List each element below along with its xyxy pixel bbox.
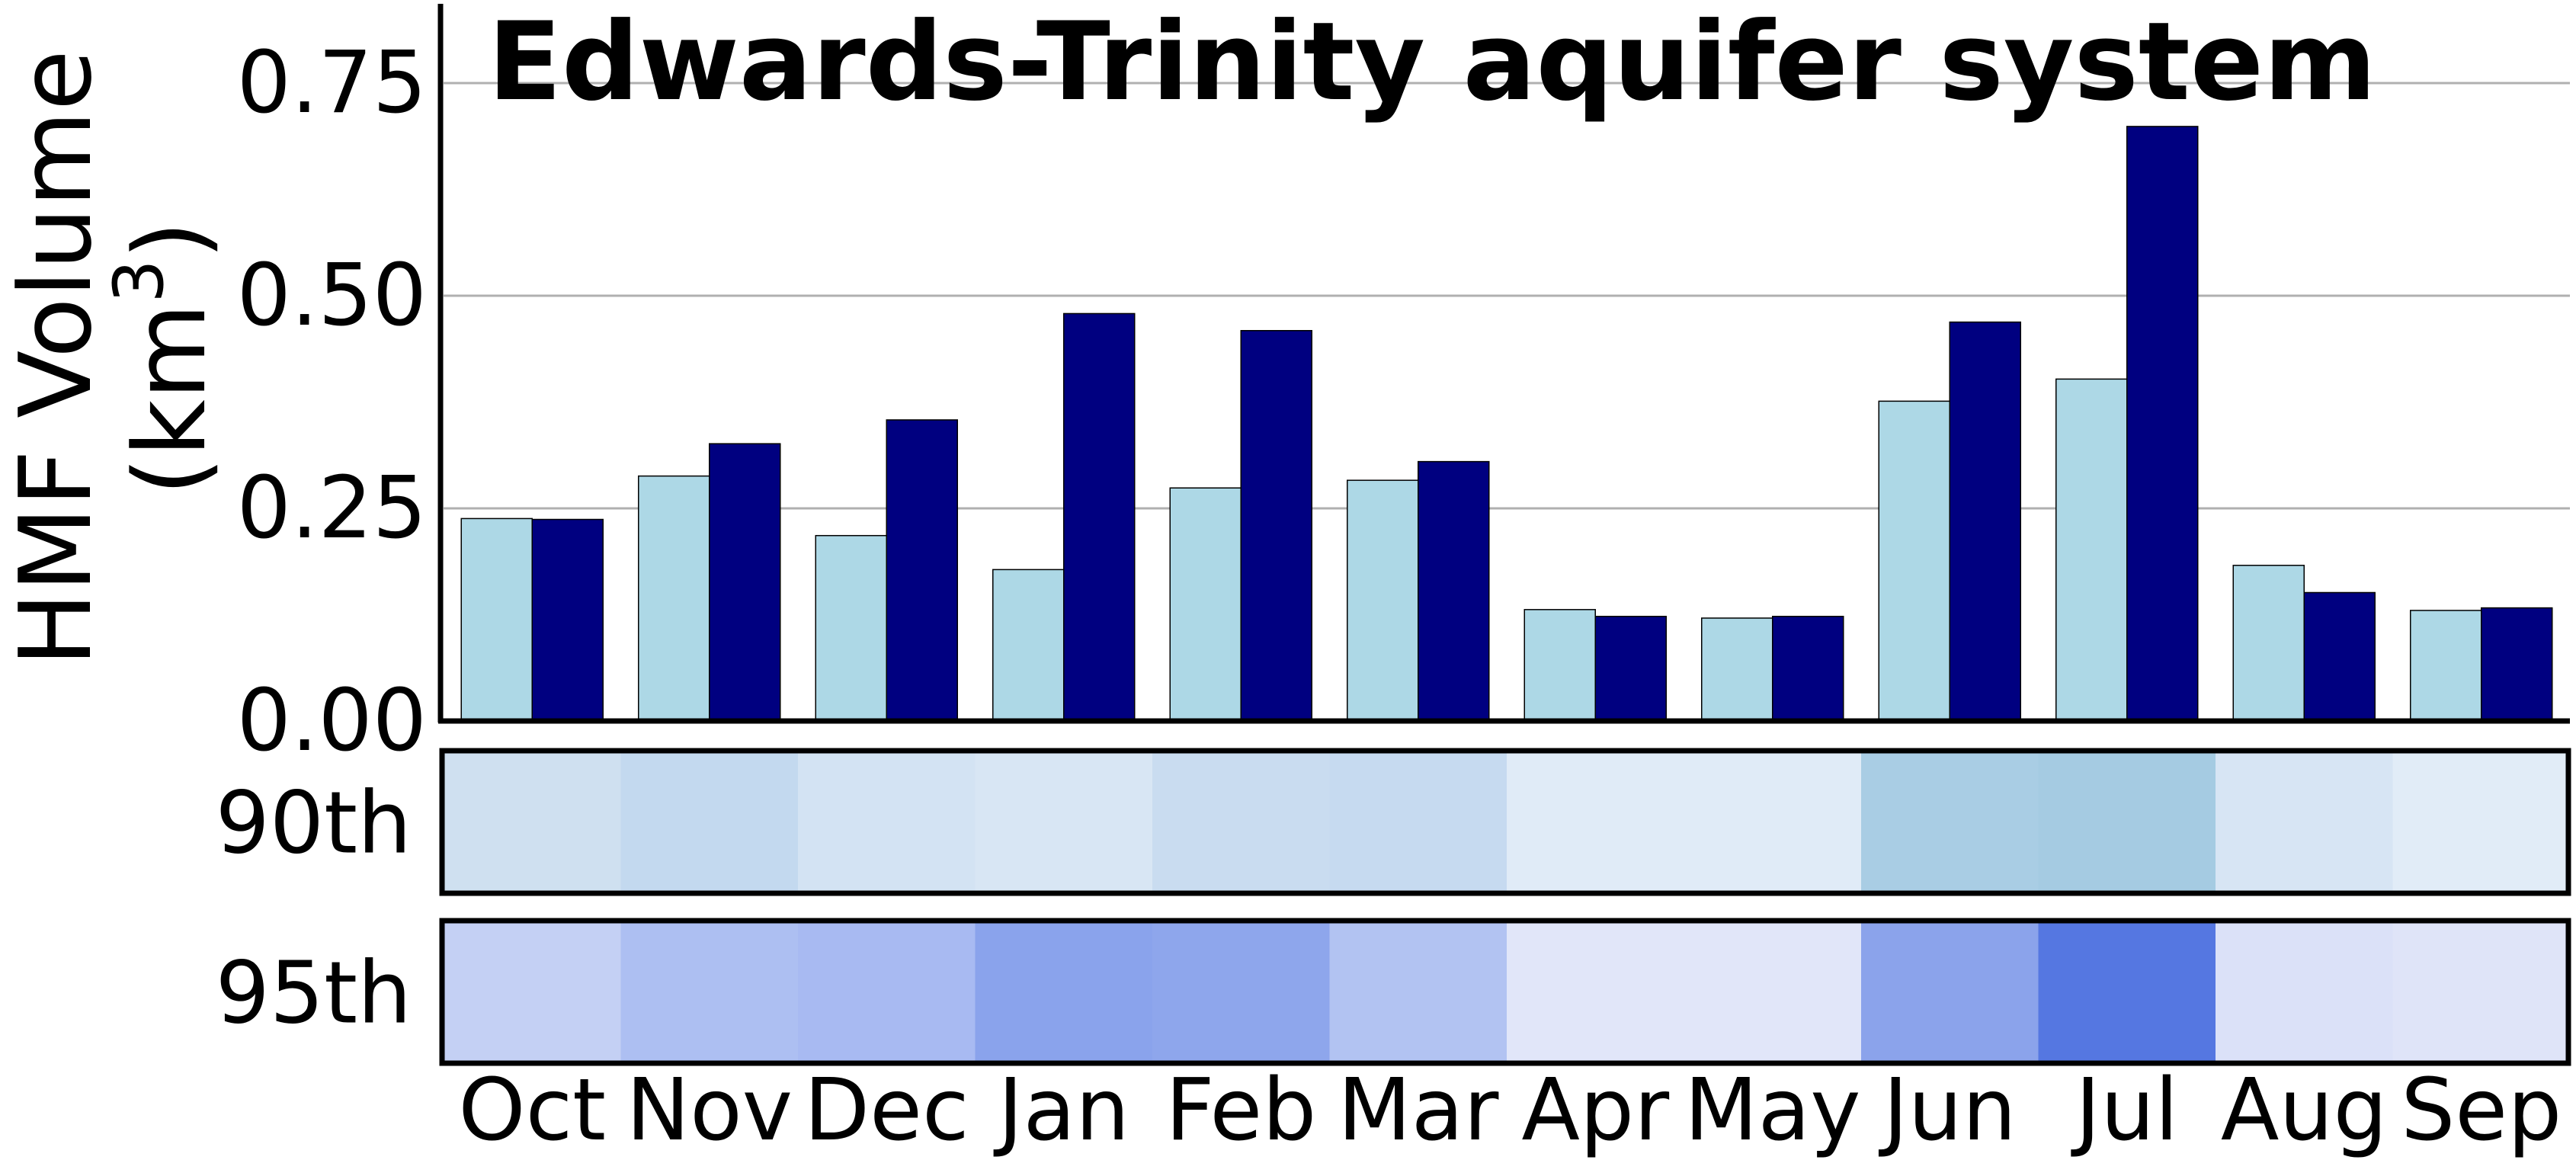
heatmap-cell <box>1684 751 1862 893</box>
y-tick-label: 0.75 <box>237 34 427 133</box>
x-tick-label: Mar <box>1338 1061 1499 1160</box>
heatmap-cell <box>1507 921 1685 1063</box>
y-axis-label-line2: (km3) <box>99 221 228 496</box>
heatmap-cell <box>1507 751 1685 893</box>
bar <box>1523 609 1596 722</box>
heatmap-cell <box>1684 921 1862 1063</box>
heatmap-row: 95th <box>216 918 2571 1066</box>
y-axis-label-unit: (km <box>112 303 228 496</box>
heatmap-cell <box>2038 751 2216 893</box>
heatmap-cell <box>620 921 799 1063</box>
y-tick-labels: 0.00 0.25 0.50 0.75 <box>237 34 427 771</box>
heatmap-cell <box>1152 921 1331 1063</box>
heatmap-cell <box>2392 921 2571 1063</box>
heatmap-cell <box>1861 921 2039 1063</box>
heatmap-row-label: 90th <box>216 774 412 873</box>
bar <box>1878 400 1950 722</box>
bar <box>1418 460 1490 722</box>
heatmap-cell <box>444 921 622 1063</box>
gridlines <box>444 82 2570 510</box>
x-tick-label: May <box>1684 1061 1861 1160</box>
bar <box>531 518 604 722</box>
heatmap-cell <box>1861 751 2039 893</box>
chart-title: Edwards-Trinity aquifer system <box>488 0 2376 125</box>
heatmap-cell <box>1329 921 1507 1063</box>
bars <box>460 126 2553 722</box>
axes <box>437 4 2570 724</box>
x-tick-label: Sep <box>2401 1061 2562 1160</box>
x-tick-label: Jan <box>993 1061 1129 1160</box>
bar <box>2481 607 2553 722</box>
heatmap-cell <box>444 751 622 893</box>
y-axis-label-line1: HMF Volume <box>0 50 114 667</box>
bar <box>815 534 887 722</box>
bar <box>638 475 710 722</box>
bar <box>1772 615 1844 722</box>
y-axis-label-exponent: 3 <box>99 259 179 303</box>
heatmap-cell <box>2392 751 2571 893</box>
y-axis-label: HMF Volume (km3) <box>0 50 228 667</box>
heatmap-cell <box>2216 921 2394 1063</box>
heatmap-cell <box>975 751 1153 893</box>
heatmap-cell <box>2038 921 2216 1063</box>
x-tick-label: Jul <box>2071 1061 2178 1160</box>
y-tick-label: 0.50 <box>237 246 427 345</box>
bar <box>1240 330 1312 722</box>
heatmap-cell <box>2216 751 2394 893</box>
bar <box>1063 312 1136 722</box>
bar <box>2410 610 2482 722</box>
heatmap-border <box>439 918 2571 1066</box>
y-axis-label-close-paren: ) <box>112 221 228 260</box>
heatmap-cell <box>1152 751 1331 893</box>
heatmap-cell <box>798 921 976 1063</box>
bar <box>1949 321 2021 722</box>
bar <box>2055 378 2128 722</box>
x-tick-label: Jun <box>1879 1061 2017 1160</box>
y-tick-label: 0.00 <box>237 671 427 771</box>
x-tick-label: Dec <box>804 1061 969 1160</box>
bar <box>1169 487 1242 722</box>
heatmap-cell <box>975 921 1153 1063</box>
bar <box>886 419 958 722</box>
heatmap-row-label: 95th <box>216 944 412 1043</box>
x-tick-labels: Oct Nov Dec Jan Feb Mar Apr May Jun Jul Aug Sep <box>458 1061 2562 1160</box>
y-tick-label: 0.25 <box>237 459 427 558</box>
x-tick-label: Apr <box>1521 1061 1670 1160</box>
heatmap-border <box>439 748 2571 896</box>
x-tick-label: Oct <box>458 1061 606 1160</box>
percentile-heatmaps: 90th 95th <box>216 748 2571 1066</box>
x-tick-label: Nov <box>626 1061 793 1160</box>
bar <box>1701 617 1773 722</box>
bar <box>709 443 781 722</box>
bar <box>1594 615 1667 722</box>
bar <box>2303 591 2376 722</box>
bar <box>1347 479 1419 722</box>
x-tick-label: Feb <box>1165 1061 1316 1160</box>
x-tick-label: Aug <box>2221 1061 2388 1160</box>
heatmap-row: 90th <box>216 748 2571 896</box>
bar <box>992 569 1065 722</box>
bar <box>460 518 533 722</box>
bar <box>2126 126 2199 722</box>
heatmap-cell <box>1329 751 1507 893</box>
heatmap-cell <box>620 751 799 893</box>
bar <box>2232 565 2305 722</box>
heatmap-cell <box>798 751 976 893</box>
